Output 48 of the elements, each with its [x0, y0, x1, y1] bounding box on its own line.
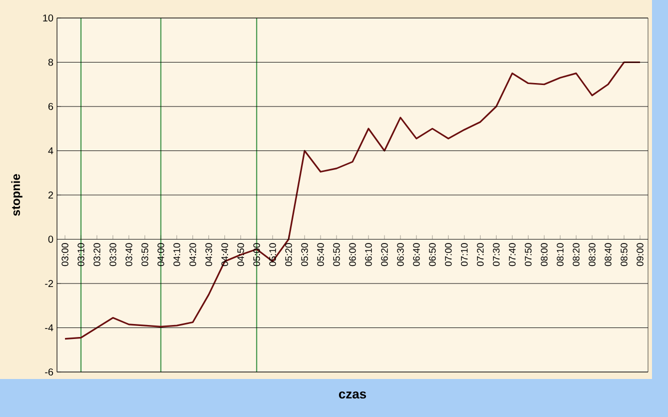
x-tick-label: 04:20: [189, 243, 196, 266]
x-tick-label: 06:30: [397, 243, 404, 266]
x-tick-label: 06:20: [381, 243, 388, 266]
x-tick-label: 03:20: [94, 243, 100, 266]
y-tick-label: 10: [43, 14, 54, 22]
x-tick-label: 05:40: [317, 243, 324, 266]
x-tick-label: 03:40: [126, 243, 132, 266]
y-tick-label: -2: [45, 280, 53, 287]
x-tick-label: 05:20: [285, 243, 292, 266]
x-tick-label: 04:50: [237, 243, 244, 266]
x-tick-label: 04:00: [157, 243, 164, 266]
x-tick-label: 07:20: [476, 243, 484, 266]
x-tick-label: 05:50: [333, 243, 340, 266]
x-tick-label: 08:30: [588, 243, 596, 266]
y-tick-label: 8: [48, 58, 54, 66]
x-tick-label: 03:10: [78, 243, 84, 266]
y-axis-title: stopnie: [11, 174, 22, 216]
x-tick-label: 07:10: [460, 243, 468, 266]
x-tick-label: 07:00: [444, 243, 452, 266]
y-tick-label: 2: [48, 192, 53, 198]
x-tick-label: 04:30: [205, 243, 212, 266]
x-tick-label: 06:50: [429, 243, 436, 266]
x-tick-label: 07:50: [524, 243, 532, 266]
y-tick-label: 6: [48, 102, 54, 110]
y-tick-label: -6: [45, 368, 54, 376]
x-tick-label: 05:00: [253, 243, 260, 266]
x-tick-label: 05:10: [269, 243, 276, 266]
x-tick-label: 08:40: [604, 243, 612, 266]
x-tick-label: 07:40: [508, 243, 516, 266]
x-tick-label: 08:20: [572, 243, 580, 266]
x-tick-label: 04:10: [173, 243, 180, 266]
x-tick-label: 04:40: [221, 243, 228, 266]
x-tick-label: 03:50: [142, 243, 148, 266]
x-tick-label: 06:00: [349, 243, 356, 266]
x-axis-title: czas: [338, 391, 366, 399]
x-tick-label: 06:10: [365, 243, 372, 266]
x-tick-label: 08:50: [620, 243, 628, 266]
x-tick-label: 05:30: [301, 243, 308, 266]
x-tick-label: 07:30: [492, 243, 500, 266]
x-tick-label: 06:40: [413, 243, 420, 266]
x-tick-label: 03:00: [62, 243, 68, 266]
y-tick-label: 4: [48, 147, 54, 154]
y-tick-label: 0: [48, 236, 54, 243]
x-tick-label: 08:00: [540, 243, 548, 266]
x-tick-label: 09:00: [636, 243, 644, 266]
x-tick-label: 03:30: [110, 243, 116, 266]
x-tick-label: 08:10: [556, 243, 564, 266]
y-tick-label: -4: [45, 324, 54, 332]
